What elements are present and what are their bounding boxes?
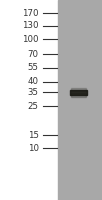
- Text: 130: 130: [22, 21, 39, 30]
- Text: 170: 170: [22, 8, 39, 18]
- Bar: [71, 93, 86, 97]
- Text: 40: 40: [28, 77, 39, 86]
- Text: 55: 55: [28, 63, 39, 72]
- Bar: [58, 0, 102, 200]
- Text: 25: 25: [28, 102, 39, 111]
- Bar: [0, 0, 58, 200]
- Text: 15: 15: [28, 130, 39, 140]
- Text: 10: 10: [28, 144, 39, 153]
- Text: 70: 70: [28, 50, 39, 59]
- Text: 100: 100: [22, 34, 39, 44]
- Bar: [70, 90, 87, 95]
- Text: 35: 35: [28, 88, 39, 97]
- Bar: [71, 88, 86, 91]
